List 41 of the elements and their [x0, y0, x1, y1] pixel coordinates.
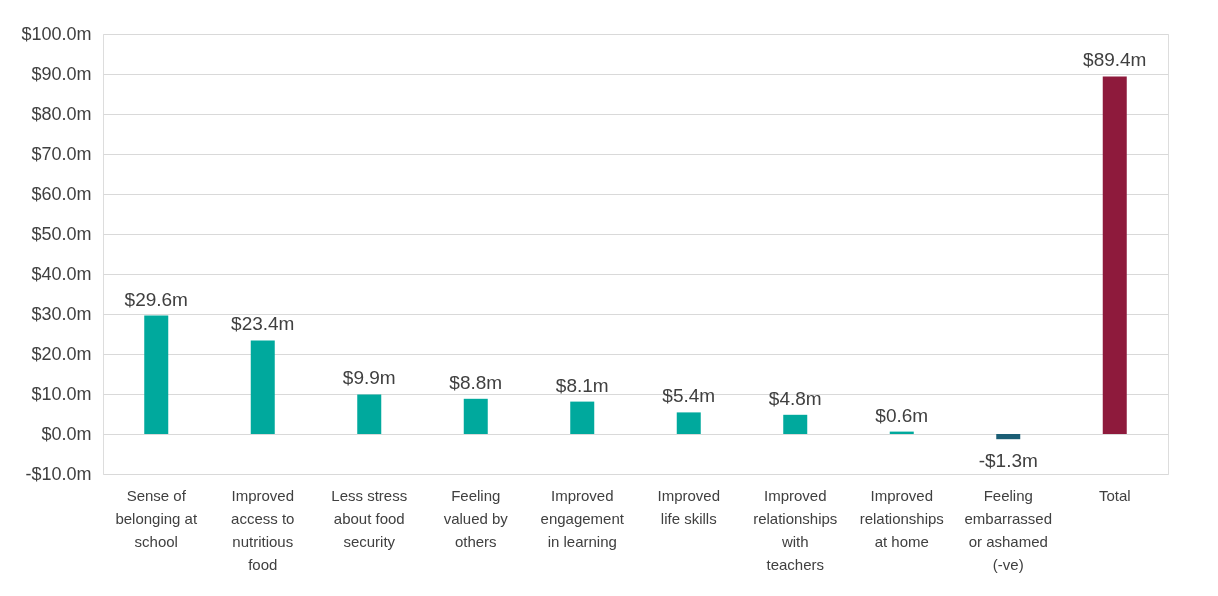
- bar: [463, 398, 488, 434]
- data-label: $29.6m: [124, 288, 188, 310]
- bar: [357, 394, 382, 434]
- y-tick-label: $100.0m: [21, 23, 92, 44]
- x-tick-label: Improved relationships with teachers: [753, 486, 838, 573]
- y-tick-label: -$10.0m: [25, 463, 92, 484]
- x-tick-label: Improved engagement in learning: [540, 486, 625, 550]
- data-label: $9.9m: [342, 367, 396, 389]
- y-tick-label: $40.0m: [31, 263, 92, 284]
- y-tick-label: $90.0m: [31, 63, 92, 84]
- bar: [250, 340, 275, 434]
- data-label: $4.8m: [768, 387, 822, 409]
- x-tick-label: Sense of belonging at school: [115, 486, 198, 550]
- x-tick-label: Less stress about food security: [331, 486, 408, 550]
- y-tick-label: $30.0m: [31, 303, 92, 324]
- x-tick-label: Improved access to nutritious food: [231, 486, 295, 573]
- bar: [783, 414, 808, 434]
- data-label: $0.6m: [875, 404, 929, 426]
- x-tick-label: Improved life skills: [657, 486, 721, 527]
- x-tick-label: Feeling embarrassed or ashamed (-ve): [964, 486, 1053, 573]
- data-label: $8.8m: [449, 371, 503, 393]
- x-tick-label: Improved relationships at home: [859, 486, 944, 550]
- y-tick-label: $20.0m: [31, 343, 92, 364]
- y-tick-label: $0.0m: [41, 423, 92, 444]
- y-tick-label: $60.0m: [31, 183, 92, 204]
- data-label: $89.4m: [1083, 49, 1147, 71]
- bar: [144, 315, 169, 434]
- data-label: $8.1m: [555, 374, 609, 396]
- data-label: $23.4m: [231, 313, 295, 335]
- y-tick-label: $10.0m: [31, 383, 92, 404]
- y-tick-label: $80.0m: [31, 103, 92, 124]
- y-tick-label: $70.0m: [31, 143, 92, 164]
- data-label: -$1.3m: [978, 450, 1038, 472]
- x-tick-label: Total: [1098, 486, 1131, 504]
- y-tick-label: $50.0m: [31, 223, 92, 244]
- x-tick-label: Feeling valued by others: [443, 486, 509, 550]
- bar: [570, 401, 595, 434]
- bar: [1102, 76, 1127, 434]
- bar: [676, 412, 701, 434]
- bar: [996, 434, 1021, 440]
- data-label: $5.4m: [662, 385, 716, 407]
